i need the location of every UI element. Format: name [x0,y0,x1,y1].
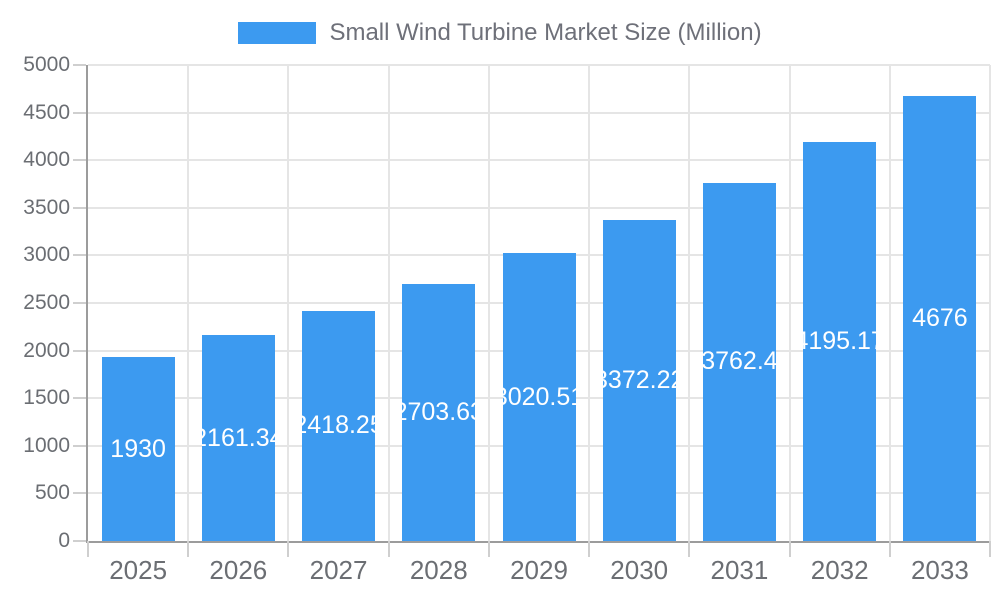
x-axis-label-2028: 2028 [409,555,468,585]
legend-swatch [238,22,317,44]
bar-value-label-2025: 1930 [110,434,166,463]
gridline-vertical [989,65,991,541]
x-axis-label-2033: 2033 [910,555,969,585]
y-tick-mark [73,444,86,447]
y-axis-label: 4500 [23,100,70,124]
x-tick-mark [888,541,891,557]
x-axis-label-2030: 2030 [610,555,669,585]
bar-value-label-2032: 4195.17 [803,326,876,355]
gridline-horizontal [88,206,990,209]
gridline-vertical [888,65,891,541]
bar-value-label-2031: 3762.4 [702,347,776,376]
y-axis-label: 3000 [23,243,70,267]
gridline-vertical [387,65,390,541]
y-axis-label: 5000 [23,53,70,76]
x-tick-mark [287,541,290,557]
x-tick-mark [588,541,591,557]
y-tick-mark [73,111,86,114]
gridline-vertical [588,65,591,541]
x-axis-label-2027: 2027 [309,555,368,585]
x-tick-mark [788,541,791,557]
bar-2028[interactable]: 2703.63 [402,283,476,541]
gridline-vertical [688,65,691,541]
bar-2033[interactable]: 4676 [903,95,977,541]
y-axis-label: 500 [34,481,70,505]
y-axis-label: 2000 [23,338,70,362]
bar-2025[interactable]: 1930 [101,357,175,541]
x-tick-mark [688,541,691,557]
bar-value-label-2030: 3372.22 [603,365,676,394]
gridline-horizontal [88,64,990,66]
legend[interactable]: Small Wind Turbine Market Size (Million) [0,19,1000,47]
bar-value-label-2033: 4676 [912,303,968,332]
y-tick-mark [73,349,86,352]
x-axis-label-2029: 2029 [510,555,568,585]
y-tick-mark [73,159,86,162]
gridline-vertical [287,65,290,541]
y-tick-mark [73,302,86,304]
legend-label: Small Wind Turbine Market Size (Million) [329,19,762,46]
gridline-horizontal [88,111,990,114]
plot-area: 0 500 1000 1500 2000 2500 3000 3500 4000 4500 5000… [23,53,991,585]
bar-2030[interactable]: 3372.22 [602,219,676,541]
x-tick-mark [187,541,190,557]
y-tick-mark [73,254,86,257]
x-tick-mark [989,541,991,557]
gridline-vertical [788,65,791,541]
x-axis-label-2025: 2025 [109,555,168,585]
bar-value-label-2028: 2703.63 [402,397,475,426]
bar-value-label-2026: 2161.34 [202,423,275,452]
y-tick-mark [73,206,86,209]
x-tick-mark [87,541,89,557]
x-axis-label-2026: 2026 [209,555,268,585]
bar-2027[interactable]: 2418.25 [302,310,376,541]
y-tick-mark [73,540,86,542]
x-tick-mark [387,541,390,557]
x-axis-label-2032: 2032 [810,555,869,585]
x-tick-mark [487,541,490,557]
gridline-horizontal [88,159,990,162]
y-tick-mark [73,397,86,400]
y-axis-label: 4000 [23,148,70,172]
y-axis-label: 1500 [23,386,70,410]
y-axis-label: 0 [58,529,70,552]
gridline-vertical [487,65,490,541]
y-tick-mark [73,492,86,495]
bar-2031[interactable]: 3762.4 [702,182,776,541]
x-axis-label-2031: 2031 [710,555,769,585]
bar-2032[interactable]: 4195.17 [803,141,877,541]
y-axis-label: 3500 [23,195,70,219]
gridline-vertical [187,65,190,541]
bar-2026[interactable]: 2161.34 [201,335,275,541]
bar-value-label-2027: 2418.25 [302,411,375,440]
y-tick-mark [73,64,86,66]
y-axis-label: 2500 [23,291,70,314]
y-axis-label: 1000 [23,433,70,457]
